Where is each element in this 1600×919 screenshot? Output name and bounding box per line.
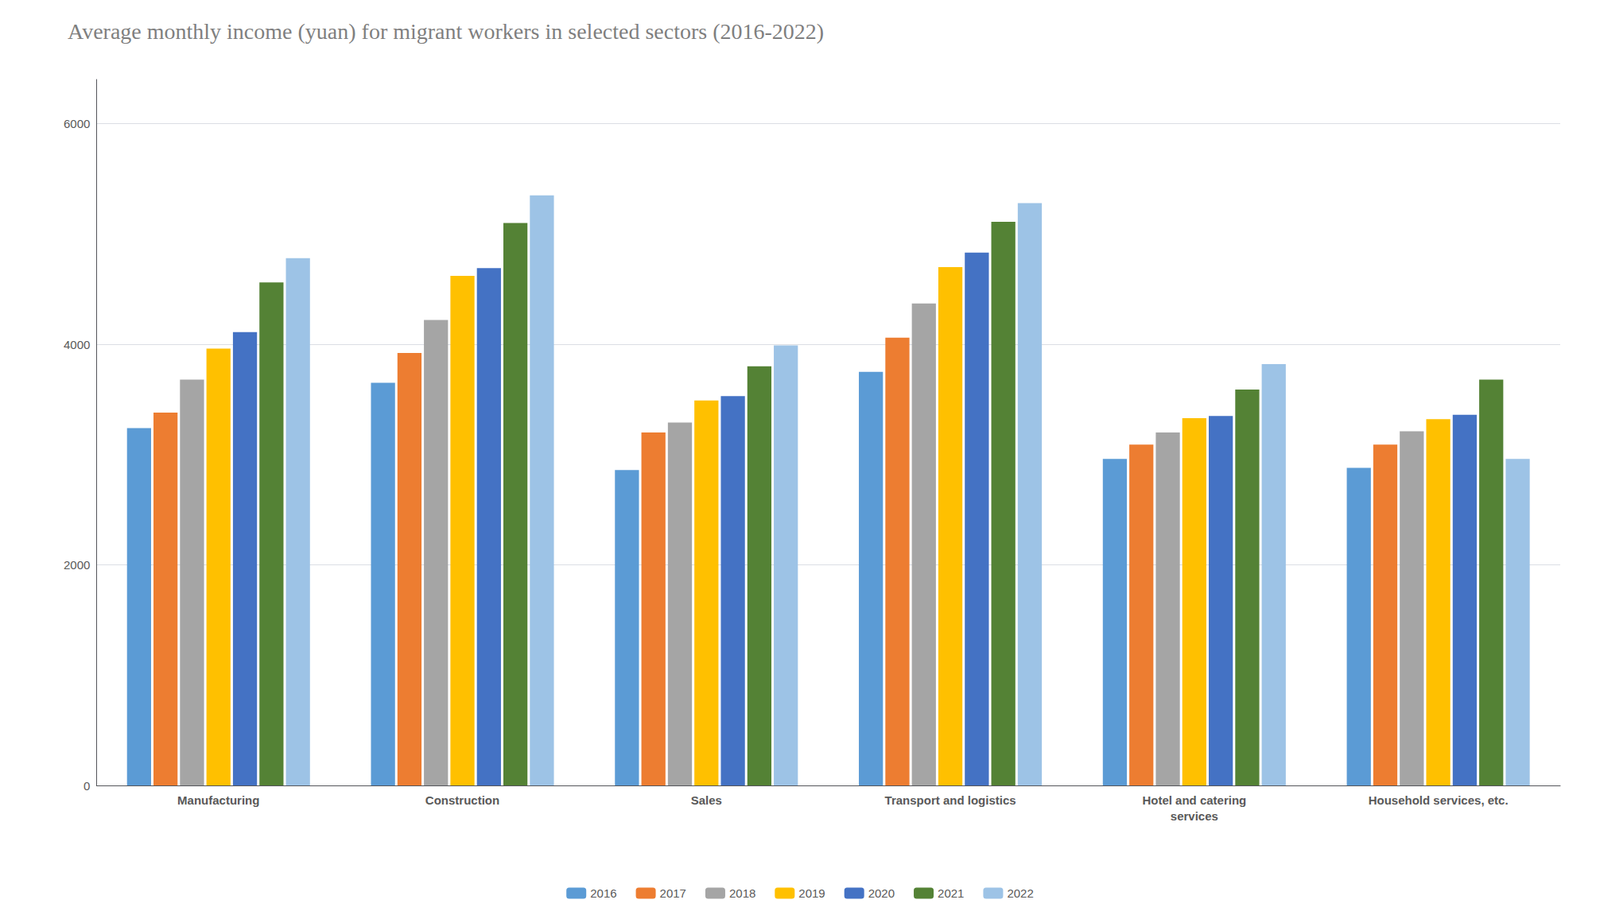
svg-text:Average monthly income (yuan): Average monthly income (yuan) for migran…: [67, 19, 824, 44]
svg-text:2019: 2019: [798, 886, 825, 901]
svg-text:2020: 2020: [868, 886, 895, 901]
svg-text:2016: 2016: [590, 886, 617, 901]
svg-text:2017: 2017: [660, 886, 687, 901]
svg-text:6000: 6000: [63, 116, 90, 131]
svg-text:Transport and logistics: Transport and logistics: [885, 793, 1017, 808]
svg-text:Sales: Sales: [691, 793, 723, 808]
svg-text:Construction: Construction: [425, 793, 500, 808]
svg-text:4000: 4000: [63, 337, 90, 352]
svg-text:2022: 2022: [1006, 886, 1034, 901]
svg-text:0: 0: [83, 779, 90, 793]
svg-text:2000: 2000: [63, 558, 90, 572]
svg-text:2018: 2018: [729, 886, 756, 901]
svg-text:2021: 2021: [937, 886, 964, 901]
svg-text:Hotel and catering: Hotel and catering: [1141, 793, 1247, 808]
svg-text:services: services: [1170, 809, 1219, 824]
svg-text:Manufacturing: Manufacturing: [177, 793, 260, 808]
svg-text:Household services, etc.: Household services, etc.: [1368, 793, 1509, 808]
